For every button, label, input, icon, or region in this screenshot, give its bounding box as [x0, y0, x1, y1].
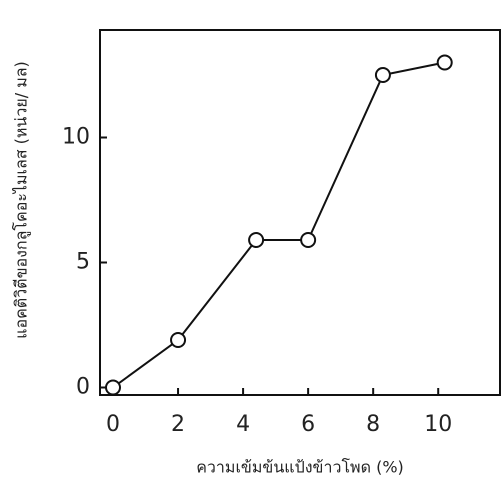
chart: ความเข้มข้นแป้งข้าวโพด (%) แอคติวิตีของก… [0, 0, 504, 497]
y-tick-label: 5 [76, 250, 90, 275]
page: ความเข้มข้นแป้งข้าวโพด (%) แอคติวิตีของก… [0, 0, 504, 497]
data-point [438, 56, 452, 70]
x-tick-label: 2 [171, 412, 185, 437]
data-point [106, 381, 120, 395]
y-tick-label: 0 [76, 375, 90, 400]
data-point [171, 333, 185, 347]
y-tick-label: 10 [62, 125, 90, 150]
plot-frame [100, 30, 500, 395]
x-tick-label: 10 [424, 412, 452, 437]
y-axis-label: แอคติวิตีของกลูโคอะไมเลส (หน่วย/ มล) [12, 61, 32, 339]
x-tick-label: 0 [106, 412, 120, 437]
data-point [301, 233, 315, 247]
data-line [113, 63, 445, 388]
x-axis-label: ความเข้มข้นแป้งข้าวโพด (%) [196, 458, 404, 477]
x-tick-label: 4 [236, 412, 250, 437]
data-point [376, 68, 390, 82]
x-tick-label: 6 [301, 412, 315, 437]
data-point [249, 233, 263, 247]
x-tick-label: 8 [366, 412, 380, 437]
